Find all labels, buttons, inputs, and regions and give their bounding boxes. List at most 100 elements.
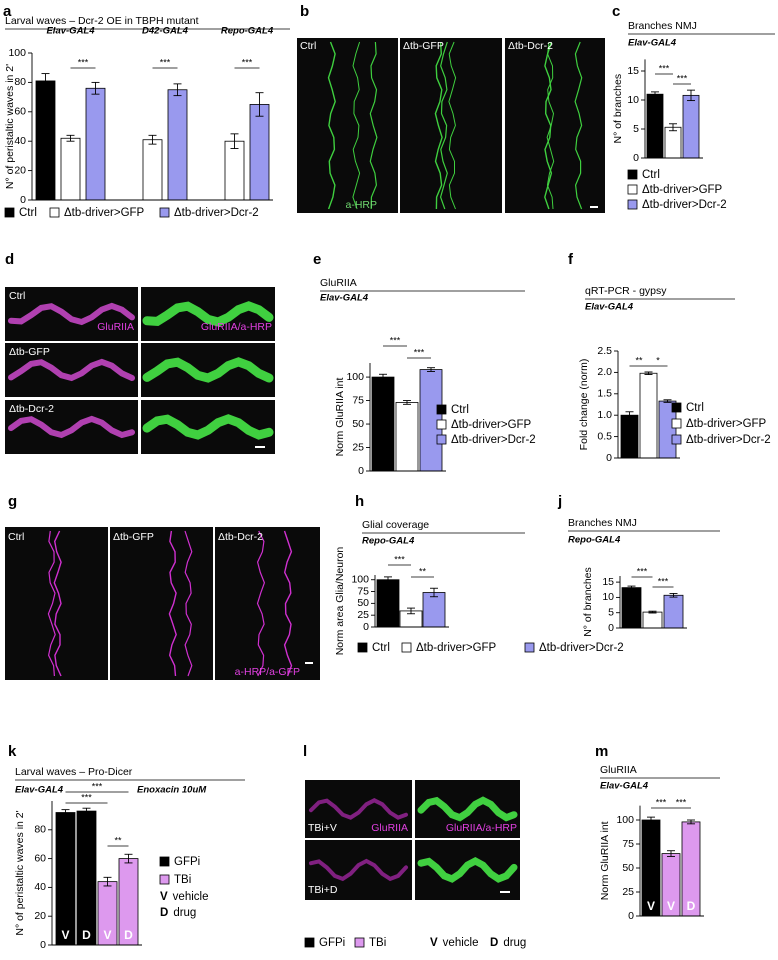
image-label: Ctrl <box>9 290 25 302</box>
bar <box>620 414 639 459</box>
image-label: GluRIIA/a-HRP <box>446 822 517 834</box>
panel-letter: f <box>568 251 574 268</box>
bar <box>663 594 684 629</box>
chart-subtitle: Elav-GAL4 <box>585 302 634 313</box>
micrograph <box>5 287 138 341</box>
y-axis-label: N° of branches <box>582 567 594 637</box>
image-label: Ctrl <box>300 40 316 52</box>
error-bar <box>644 371 653 375</box>
micrograph <box>110 527 213 680</box>
legend-label: Ctrl <box>686 402 704 414</box>
image-label: Δtb-GFP <box>9 346 50 358</box>
terminal <box>142 414 274 440</box>
error-bar <box>384 576 392 584</box>
significance-label: ** <box>114 835 122 845</box>
legend-label: TBi <box>174 874 191 886</box>
error-bar <box>407 607 415 615</box>
panel-letter: k <box>8 743 17 760</box>
terminal <box>417 857 518 883</box>
legend-note-key: V <box>430 937 438 949</box>
y-tick-label: 25 <box>622 886 634 898</box>
y-tick-label: 0.5 <box>597 430 612 442</box>
error-bar <box>427 367 435 372</box>
y-tick-label: 10 <box>602 591 614 603</box>
y-tick-label: 1.5 <box>597 388 612 400</box>
error-bar <box>663 399 672 403</box>
y-tick-label: 15 <box>602 576 614 588</box>
error-bar <box>687 819 695 825</box>
chart-subtitle: Repo-GAL4 <box>568 535 621 546</box>
chart-title: Branches NMJ <box>568 517 637 529</box>
legend-label: GFPi <box>319 937 345 949</box>
legend-swatch <box>436 404 447 415</box>
significance-label: *** <box>81 792 92 802</box>
y-tick-label: 75 <box>352 394 364 406</box>
bar <box>76 810 97 946</box>
category-label: Elav-GAL4 <box>46 26 95 37</box>
panel-letter: b <box>300 3 309 20</box>
legend-note-key: V <box>160 891 168 903</box>
chart-title: Larval waves – Dcr-2 OE in TBPH mutant <box>5 15 199 27</box>
micrograph <box>297 38 398 213</box>
y-tick-label: 0 <box>633 152 639 164</box>
panel-letter: j <box>557 493 562 510</box>
y-tick-label: 80 <box>34 824 46 836</box>
y-tick-label: 15 <box>627 65 639 77</box>
chart-title: Glial coverage <box>362 519 429 531</box>
significance-label: *** <box>656 797 667 807</box>
legend-label: Ctrl <box>642 169 660 181</box>
neurite <box>327 41 336 210</box>
chart-title: Larval waves – Pro-Dicer <box>15 766 133 778</box>
neurite <box>47 530 56 677</box>
panel-letter: m <box>595 743 608 760</box>
legend-note-text: vehicle <box>173 891 209 903</box>
error-bar <box>255 92 264 117</box>
y-tick-label: 50 <box>357 597 369 609</box>
legend-swatch <box>627 169 638 180</box>
image-label: TBi+V <box>308 822 337 834</box>
y-axis-label: Norm GluRIIA int <box>599 821 611 900</box>
legend-note-text: drug <box>173 907 196 919</box>
neurite <box>439 41 448 210</box>
neurite <box>574 41 583 210</box>
significance-label: *** <box>390 335 401 345</box>
y-tick-label: 75 <box>357 585 369 597</box>
image-label: Δtb-GFP <box>113 531 154 543</box>
bar <box>35 80 56 201</box>
error-bar <box>627 585 636 590</box>
micrograph <box>505 38 605 213</box>
image-label: GluRIIA <box>371 822 408 834</box>
terminal <box>142 301 274 327</box>
y-axis-label: N° of peristaltic waves in 2' <box>4 64 16 189</box>
bar <box>422 592 446 628</box>
legend-label: Ctrl <box>372 642 390 654</box>
neurite <box>369 41 378 210</box>
legend-swatch <box>159 207 170 218</box>
significance-label: * <box>656 355 660 365</box>
bar <box>395 402 419 472</box>
bar <box>224 140 245 201</box>
y-tick-label: 0 <box>358 465 364 477</box>
error-bar <box>667 850 675 857</box>
legend-label: Δtb-driver>Dcr-2 <box>642 199 727 211</box>
error-bar <box>41 73 50 89</box>
y-tick-label: 100 <box>616 814 634 826</box>
bar <box>249 104 270 201</box>
bar-label: D <box>82 928 91 942</box>
y-axis-label: Fold change (norm) <box>578 359 590 451</box>
bar <box>664 126 682 159</box>
significance-label: *** <box>78 57 89 67</box>
bar <box>60 137 81 201</box>
neurite <box>184 530 193 677</box>
bar-label: D <box>124 928 133 942</box>
chart-subtitle: Repo-GAL4 <box>362 536 415 547</box>
chart-subtitle: Elav-GAL4 <box>600 781 649 792</box>
y-axis-label: N° of peristaltic waves in 2' <box>14 810 26 935</box>
error-bar <box>82 807 91 815</box>
legend-label: TBi <box>369 937 386 949</box>
micrograph <box>400 38 502 213</box>
